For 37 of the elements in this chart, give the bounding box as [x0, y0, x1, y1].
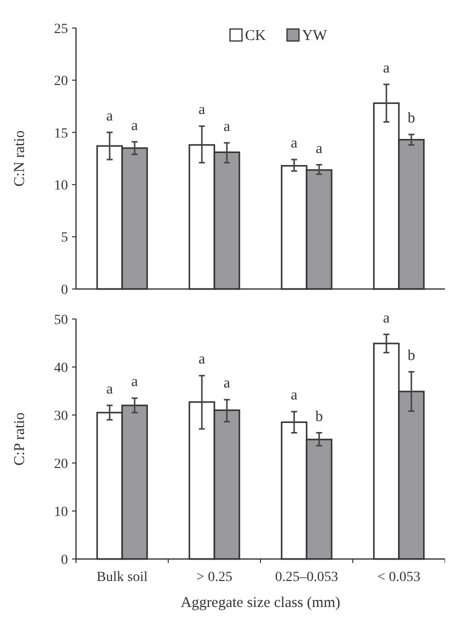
- annotation: a: [290, 388, 298, 404]
- y-tick-label: 15: [54, 126, 68, 142]
- annotation: b: [408, 110, 416, 126]
- y-tick-label: 30: [54, 408, 68, 424]
- annotation: a: [131, 118, 138, 134]
- annotation: a: [383, 60, 390, 76]
- legend-label: CK: [245, 28, 266, 44]
- x-axis-title: Aggregate size class (mm): [180, 595, 340, 611]
- annotation: b: [315, 408, 323, 425]
- y-tick-label: 20: [54, 74, 68, 90]
- annotation: a: [131, 374, 138, 390]
- y-tick-label: 0: [61, 552, 68, 568]
- x-tick-label: < 0.053: [377, 570, 420, 585]
- y-tick-label: 20: [54, 456, 68, 472]
- y-tick-label: 10: [54, 504, 68, 520]
- annotation: a: [383, 310, 390, 326]
- annotation: a: [290, 136, 298, 152]
- annotation: a: [198, 352, 206, 368]
- x-tick-label: Bulk soil: [96, 570, 148, 585]
- annotation: a: [224, 376, 231, 392]
- annotation: a: [316, 140, 323, 157]
- y-tick-label: 10: [54, 178, 68, 194]
- legend-label: YW: [302, 28, 328, 44]
- annotation: b: [408, 348, 416, 364]
- annotation: a: [198, 102, 206, 118]
- y-tick-label: 50: [54, 312, 68, 328]
- y-tick-label: 25: [54, 22, 68, 37]
- annotation: a: [106, 108, 114, 124]
- annotation: a: [106, 381, 114, 398]
- y-axis-title: C:P ratio: [12, 412, 28, 466]
- y-tick-label: 40: [54, 360, 68, 376]
- x-tick-label: 0.25–0.053: [275, 570, 338, 585]
- x-tick-label: > 0.25: [196, 570, 232, 585]
- y-tick-label: 0: [61, 282, 68, 298]
- y-axis-title: C:N ratio: [12, 130, 28, 187]
- y-tick-label: 5: [61, 230, 68, 246]
- annotation: a: [224, 118, 231, 135]
